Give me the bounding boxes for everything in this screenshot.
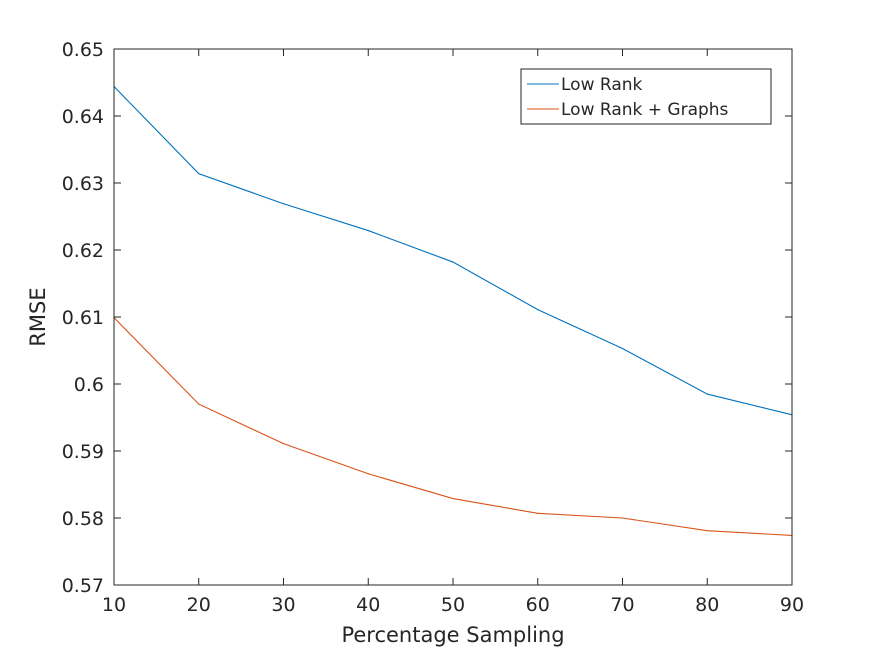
y-tick-label: 0.6	[74, 374, 104, 396]
y-tick-label: 0.63	[62, 173, 104, 195]
plot-area	[114, 49, 792, 585]
data-point	[537, 512, 539, 514]
legend-box	[520, 68, 772, 125]
data-point	[452, 497, 454, 500]
y-tick-label: 0.59	[62, 441, 104, 463]
x-tick-label: 80	[695, 594, 719, 616]
x-tick-label: 90	[780, 594, 804, 616]
data-point	[537, 309, 539, 311]
legend-entry-low-rank: Low Rank	[561, 75, 643, 95]
data-point	[367, 229, 369, 232]
x-tick-label: 60	[526, 594, 550, 616]
y-axis-label: RMSE	[26, 287, 50, 346]
data-point	[452, 261, 454, 263]
data-point	[282, 443, 285, 445]
x-tick-label: 30	[271, 594, 295, 616]
x-tick-labels: 10 20 30 40 50 60 70 80 90	[102, 594, 804, 616]
data-point	[367, 473, 369, 475]
x-tick-label: 10	[102, 594, 126, 616]
data-point	[706, 530, 708, 532]
data-point	[198, 403, 200, 405]
data-point	[198, 173, 200, 175]
legend: Low Rank Low Rank + Graphs	[520, 68, 772, 125]
y-tick-label: 0.64	[62, 106, 104, 128]
y-tick-label: 0.61	[62, 307, 104, 329]
y-tick-label: 0.62	[62, 240, 104, 262]
legend-entry-low-rank-graphs: Low Rank + Graphs	[561, 100, 729, 120]
plot-frame	[113, 48, 793, 586]
y-tick-label: 0.65	[62, 39, 104, 61]
data-point	[282, 203, 285, 205]
y-tick-label: 0.57	[62, 575, 104, 597]
data-point	[621, 517, 624, 519]
x-tick-label: 70	[610, 594, 634, 616]
data-point	[621, 347, 624, 350]
x-axis-label: Percentage Sampling	[341, 623, 564, 647]
data-point	[706, 393, 708, 395]
x-tick-label: 40	[356, 594, 380, 616]
x-tick-label: 20	[187, 594, 211, 616]
y-tick-labels: 0.57 0.58 0.59 0.6 0.61 0.62 0.63 0.64 0.65	[62, 39, 104, 597]
x-tick-label: 50	[441, 594, 465, 616]
y-tick-label: 0.58	[62, 508, 104, 530]
